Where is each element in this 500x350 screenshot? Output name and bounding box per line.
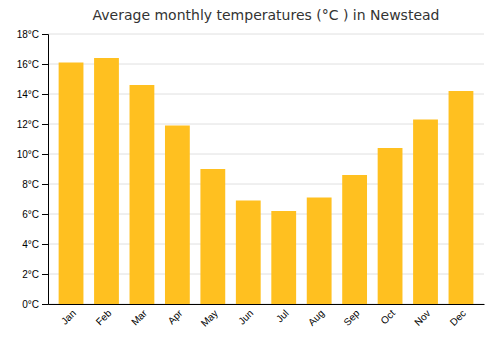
title: Average monthly temperatures (°C ) in Ne… xyxy=(93,7,440,23)
bar xyxy=(307,198,332,305)
tick: Jan xyxy=(59,304,78,327)
tick: 10°C xyxy=(17,149,48,160)
tick-mark xyxy=(42,124,48,125)
tick: 18°C xyxy=(17,29,48,40)
tick: Dec xyxy=(448,304,468,328)
tick-mark xyxy=(42,94,48,95)
tick: 14°C xyxy=(17,89,48,100)
tick: Jul xyxy=(274,304,291,324)
axis-line xyxy=(49,304,485,305)
tick: Mar xyxy=(129,304,149,328)
tick: 2°C xyxy=(22,269,48,280)
bar xyxy=(165,126,190,305)
tick-label: 14°C xyxy=(17,89,39,100)
tick-label: 10°C xyxy=(17,149,39,160)
grid-line xyxy=(48,34,484,35)
tick-label: Jul xyxy=(274,308,291,325)
bar xyxy=(59,63,84,305)
tick: 0°C xyxy=(22,299,48,310)
tick-label: 18°C xyxy=(17,29,39,40)
tick-label: Apr xyxy=(166,307,185,326)
tick: 8°C xyxy=(22,179,48,190)
tick-mark xyxy=(42,304,48,305)
grid xyxy=(48,34,484,304)
x-axis: Jan Feb Mar Apr May Jun Jul Aug Sep Oct Nov Dec xyxy=(49,304,485,329)
tick-mark xyxy=(42,34,48,35)
tick-label: 12°C xyxy=(17,119,39,130)
tick-mark xyxy=(42,244,48,245)
tick: Aug xyxy=(306,304,326,328)
tick-label: 0°C xyxy=(22,299,39,310)
tick-mark xyxy=(42,154,48,155)
tick-label: 4°C xyxy=(22,239,39,250)
bar xyxy=(130,85,155,304)
tick: Jun xyxy=(236,304,255,327)
tick-label: Sep xyxy=(341,307,362,328)
bar xyxy=(200,169,225,304)
bar xyxy=(413,120,438,305)
tick-mark xyxy=(42,214,48,215)
tick-label: 16°C xyxy=(17,59,39,70)
tick-mark xyxy=(42,184,48,185)
tick-label: Oct xyxy=(378,307,397,326)
tick-label: 8°C xyxy=(22,179,39,190)
tick: 4°C xyxy=(22,239,48,250)
bar xyxy=(94,58,119,304)
tick: May xyxy=(199,304,220,329)
bar xyxy=(236,201,261,305)
tick-label: Dec xyxy=(448,308,468,328)
tick: 16°C xyxy=(17,59,48,70)
tick: Apr xyxy=(166,304,185,326)
tick-label: Jan xyxy=(59,308,78,327)
tick: 12°C xyxy=(17,119,48,130)
tick-label: May xyxy=(199,308,220,329)
tick: Sep xyxy=(341,304,362,328)
tick: Oct xyxy=(378,304,397,326)
bar xyxy=(271,211,296,304)
tick-mark xyxy=(42,274,48,275)
tick-label: 6°C xyxy=(22,209,39,220)
chart: 0°C 2°C 4°C 6°C 8°C 10°C 12°C 14°C 16°C 18°C Jan Fe… xyxy=(0,0,500,350)
tick-label: Aug xyxy=(306,308,326,328)
tick: 6°C xyxy=(22,209,48,220)
bar xyxy=(342,175,367,304)
tick-label: Nov xyxy=(412,308,432,328)
tick-label: Feb xyxy=(94,307,114,327)
tick-mark xyxy=(42,64,48,65)
tick: Nov xyxy=(412,304,432,328)
axis-line xyxy=(42,35,49,305)
bar xyxy=(378,148,403,304)
bars xyxy=(59,58,474,304)
y-axis: 0°C 2°C 4°C 6°C 8°C 10°C 12°C 14°C 16°C 18°C xyxy=(17,29,49,310)
tick-label: 2°C xyxy=(22,269,39,280)
tick: Feb xyxy=(94,304,114,328)
bar xyxy=(449,91,474,304)
tick-label: Jun xyxy=(236,308,255,327)
tick-label: Mar xyxy=(129,307,149,327)
plot: 0°C 2°C 4°C 6°C 8°C 10°C 12°C 14°C 16°C 18°C Jan Fe… xyxy=(17,29,485,329)
